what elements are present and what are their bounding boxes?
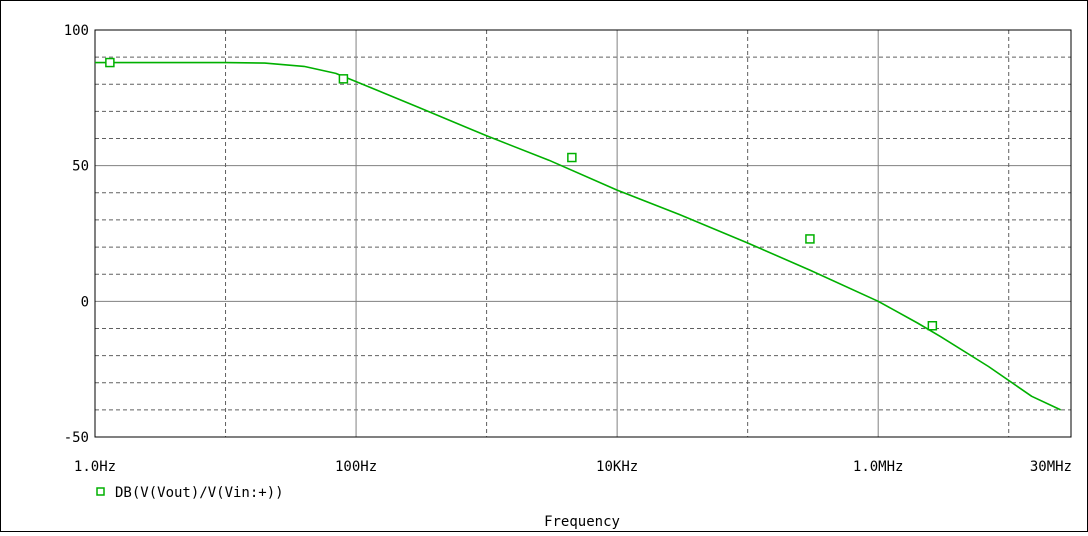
x-tick-label: 1.0MHz [853, 459, 904, 475]
plot-area-frame [94, 29, 1072, 438]
series-layer [95, 57, 1062, 411]
y-tick-label: 50 [72, 159, 89, 175]
y-tick-label: 0 [81, 294, 89, 310]
x-axis-tick-labels: 1.0Hz 100Hz 10KHz 1.0MHz 30MHz [74, 459, 1072, 475]
series-marker [805, 234, 815, 244]
series-marker [567, 152, 577, 163]
grid [95, 30, 1071, 437]
x-axis-label: Frequency [544, 514, 620, 530]
x-tick-label: 30MHz [1030, 459, 1072, 475]
y-tick-label: -50 [64, 430, 89, 446]
x-tick-label: 100Hz [335, 459, 377, 475]
legend-label: DB(V(Vout)/V(Vin:+)) [115, 485, 284, 501]
series-marker [927, 321, 938, 331]
series-line [95, 61, 1062, 411]
y-tick-label: 100 [64, 23, 89, 39]
series-marker [338, 74, 349, 84]
x-tick-label: 10KHz [596, 459, 638, 475]
y-axis-tick-labels: 100 50 0 -50 [64, 23, 89, 446]
x-tick-label: 1.0Hz [74, 459, 116, 475]
legend: DB(V(Vout)/V(Vin:+)) [96, 485, 284, 501]
series-marker [105, 57, 115, 68]
legend-marker [96, 487, 105, 496]
